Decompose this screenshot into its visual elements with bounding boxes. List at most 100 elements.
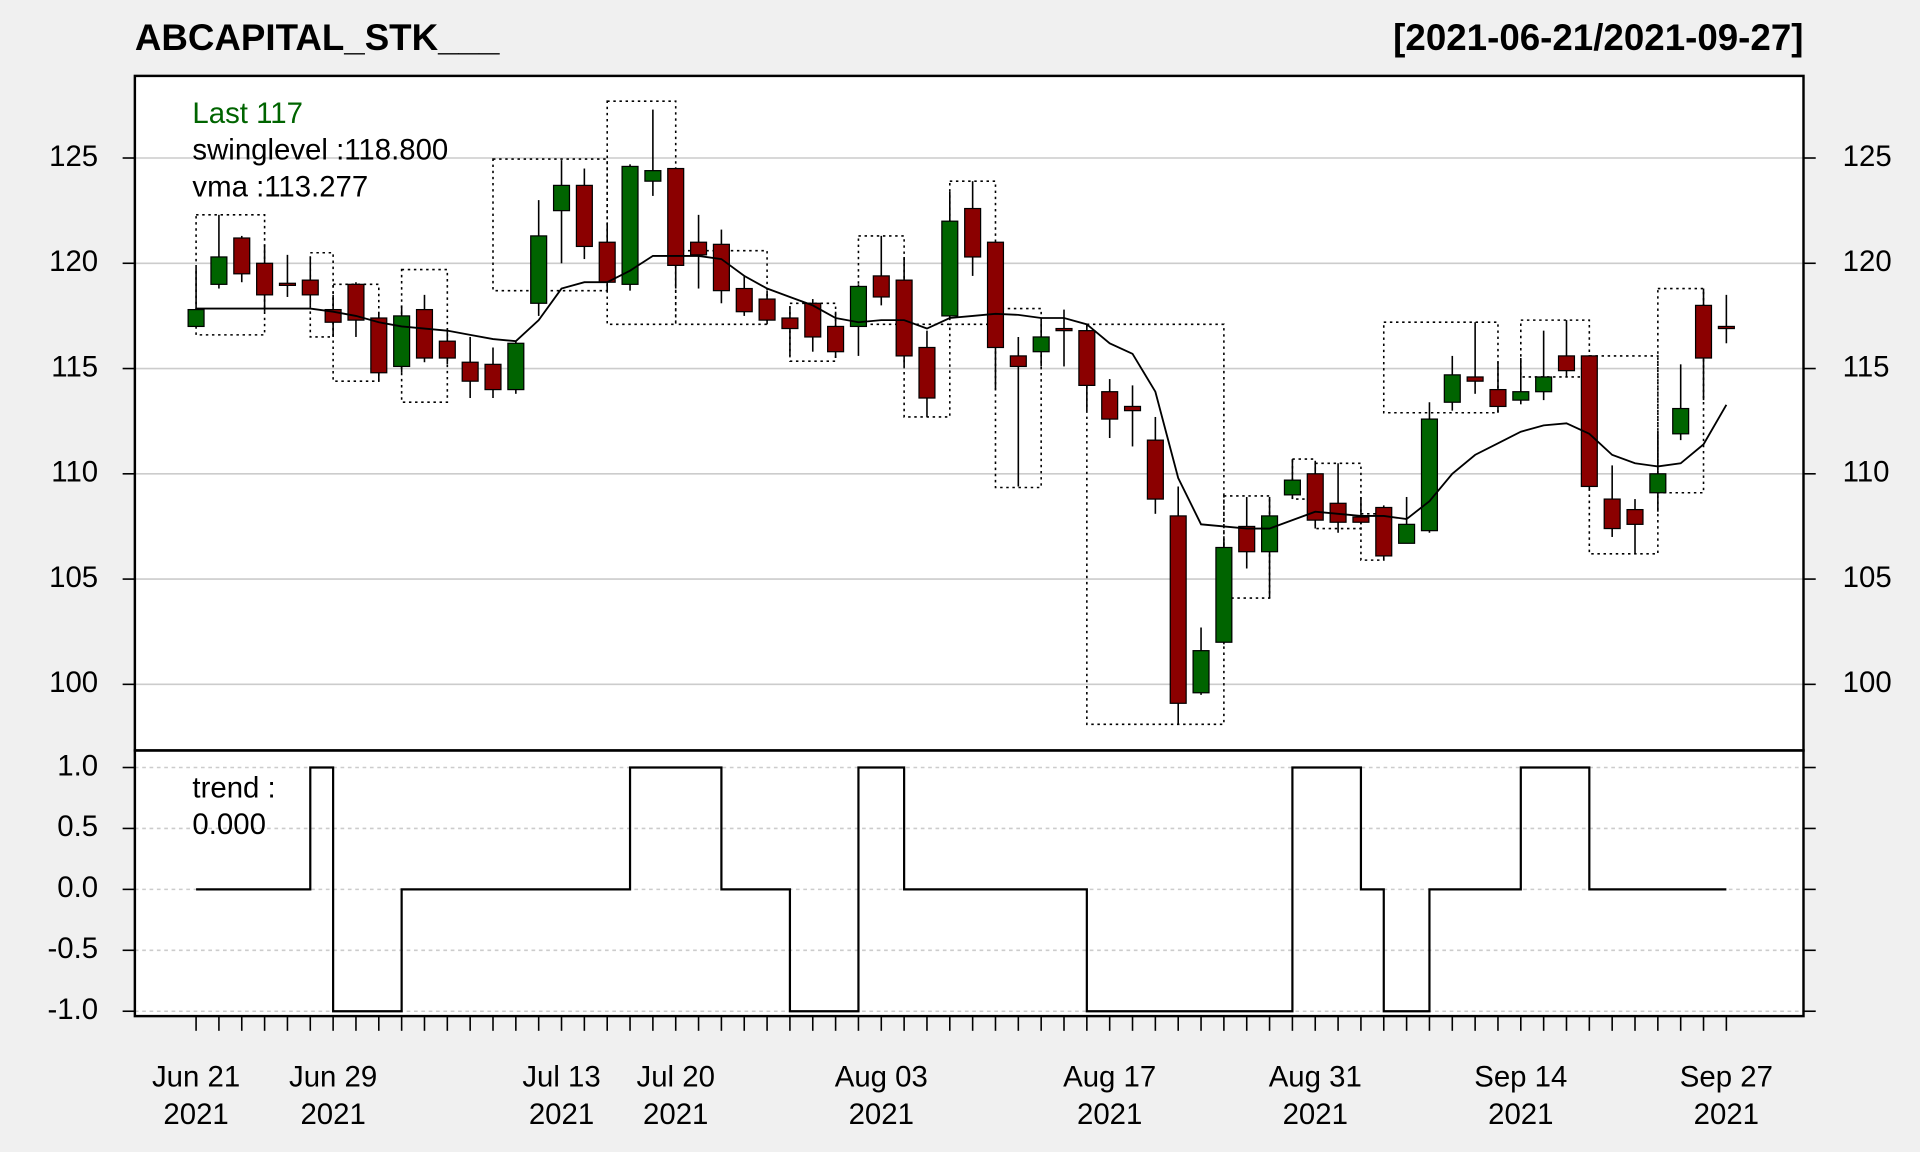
swing-box — [994, 307, 1042, 489]
annotation: 0.000 — [192, 808, 266, 841]
annotation: trend : — [192, 771, 275, 804]
x-tick-label: Sep 27 — [1680, 1060, 1773, 1093]
y-tick-label: 115 — [1843, 350, 1890, 383]
x-tick-label: Jun 29 — [289, 1060, 377, 1093]
candle-body — [941, 220, 959, 317]
candle-body — [1238, 525, 1256, 553]
candle-body — [1466, 376, 1484, 382]
candle-body — [187, 308, 205, 328]
x-tick-label: 2021 — [163, 1098, 228, 1131]
y-tick-label: 120 — [49, 245, 98, 278]
candle-body — [895, 279, 913, 357]
x-tick-label: Sep 14 — [1474, 1060, 1567, 1093]
candle-body — [849, 285, 868, 328]
y-tick-label: 105 — [49, 561, 98, 594]
candle-body — [621, 165, 639, 285]
candle-body — [1123, 405, 1142, 412]
candle-body — [210, 256, 228, 285]
x-tick-label: Jul 20 — [637, 1060, 715, 1093]
y-tick-label: 125 — [49, 140, 98, 173]
plot-layer: 100 100 105 105 110 110 115 115 120 120 125 125 Last… — [48, 97, 1892, 1131]
y-tick-label: -1.0 — [48, 993, 99, 1026]
candle-body — [964, 207, 982, 258]
annotation: swinglevel :118.800 — [192, 134, 448, 167]
y-tick-label: 1.0 — [57, 749, 98, 782]
candle-body — [1192, 650, 1210, 694]
candle-body — [256, 262, 274, 296]
candle-body — [1375, 506, 1393, 557]
y-tick-label: 0.0 — [57, 871, 98, 904]
candle-body — [347, 283, 365, 321]
swing-box — [1360, 513, 1385, 561]
chart-title: ABCAPITAL_STK___ — [135, 17, 500, 58]
candle-body — [1260, 515, 1279, 553]
candle-body — [438, 340, 456, 359]
trend-panel-frame — [133, 749, 1805, 1018]
candle-body — [1055, 327, 1073, 332]
candle-body — [1443, 374, 1461, 403]
candle-body — [827, 325, 845, 353]
candle-body — [918, 346, 936, 399]
candle-body — [1420, 418, 1439, 532]
candle-body — [872, 275, 890, 298]
swing-box — [195, 214, 266, 336]
candle-body — [986, 241, 1005, 349]
candle-body — [712, 243, 730, 292]
candle-body — [758, 298, 776, 321]
candle-body — [1717, 325, 1735, 330]
candle-body — [735, 287, 753, 313]
swing-box — [492, 158, 608, 292]
x-tick-label: 2021 — [529, 1098, 594, 1131]
swing-box — [1520, 319, 1591, 378]
x-tick-label: 2021 — [849, 1098, 914, 1131]
x-tick-label: 2021 — [1694, 1098, 1759, 1131]
candle-body — [1146, 439, 1164, 500]
y-tick-label: 110 — [1843, 456, 1890, 489]
candle-body — [781, 317, 799, 330]
candle-body — [1580, 355, 1598, 488]
candle-body — [393, 315, 411, 368]
x-tick-label: Jul 13 — [522, 1060, 600, 1093]
candle-body — [1009, 355, 1027, 368]
vma-line — [196, 254, 1728, 530]
candle-body — [461, 361, 479, 382]
candle-body — [1489, 388, 1507, 408]
candle-body — [1169, 515, 1187, 704]
annotation: Last 117 — [192, 97, 303, 130]
candle-body — [1626, 508, 1644, 525]
candle-body — [1032, 336, 1050, 353]
y-tick-label: 115 — [51, 350, 98, 383]
x-tick-label: 2021 — [643, 1098, 708, 1131]
candle-body — [415, 308, 434, 359]
x-tick-label: 2021 — [1283, 1098, 1348, 1131]
candle-body — [598, 241, 616, 283]
candle-body — [1101, 391, 1119, 420]
y-tick-label: 100 — [49, 666, 98, 699]
candle-body — [1078, 330, 1096, 386]
candle-body — [1398, 523, 1416, 544]
candle-body — [484, 363, 502, 391]
candle-body — [278, 282, 297, 286]
candle-body — [689, 241, 708, 256]
candle-body — [507, 342, 525, 391]
candle-body — [1512, 391, 1530, 401]
y-tick-label: 0.5 — [57, 810, 98, 843]
y-tick-label: 105 — [1843, 561, 1892, 594]
candle-body — [1535, 376, 1553, 393]
x-tick-label: Aug 31 — [1269, 1060, 1362, 1093]
candle-body — [530, 235, 548, 304]
candle-body — [804, 302, 822, 338]
trend-line — [196, 766, 1727, 1013]
swing-box — [1086, 323, 1225, 726]
swing-box — [606, 100, 677, 326]
x-tick-label: 2021 — [1077, 1098, 1142, 1131]
y-tick-label: 125 — [1843, 140, 1892, 173]
x-tick-label: 2021 — [1488, 1098, 1553, 1131]
x-tick-label: Aug 03 — [835, 1060, 928, 1093]
candle-body — [301, 279, 319, 296]
y-tick-label: 100 — [1843, 666, 1892, 699]
chart-subtitle: [2021-06-21/2021-09-27] — [1393, 17, 1803, 58]
candle-body — [575, 184, 593, 248]
